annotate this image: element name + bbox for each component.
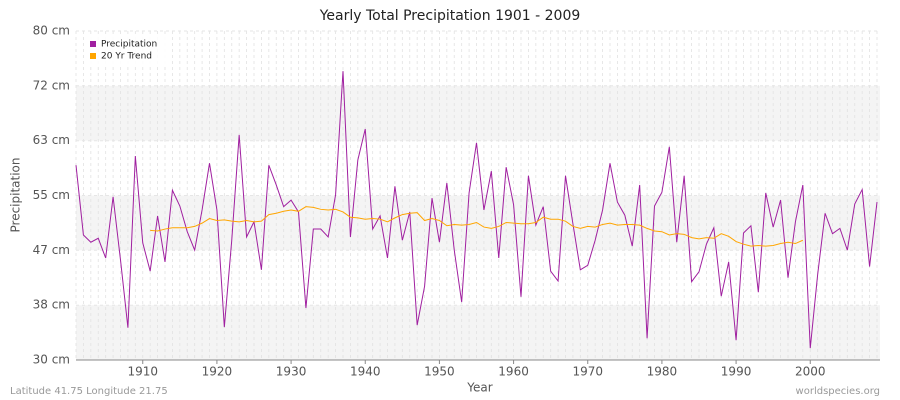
y-tick-label: 47 cm [33, 243, 70, 257]
x-tick-label: 1980 [647, 365, 678, 379]
x-axis-label: Year [466, 381, 492, 395]
grid-band [76, 85, 880, 141]
y-tick-label: 63 cm [33, 133, 70, 147]
legend-swatch [90, 53, 96, 59]
x-tick-label: 1910 [127, 365, 158, 379]
legend-label: Precipitation [101, 40, 157, 50]
y-tick-label: 72 cm [33, 78, 70, 92]
y-axis-label: Precipitation [9, 157, 23, 232]
y-tick-label: 38 cm [33, 298, 70, 312]
y-tick-label: 55 cm [33, 188, 70, 202]
legend-box [84, 35, 170, 65]
x-tick-label: 1990 [721, 365, 752, 379]
y-tick-label: 30 cm [33, 353, 70, 367]
x-tick-label: 1920 [202, 365, 233, 379]
footer-right: worldspecies.org [796, 386, 880, 397]
series-line [75, 71, 878, 349]
x-tick-label: 1930 [276, 365, 307, 379]
legend: Precipitation 20 Yr Trend [84, 35, 170, 65]
legend-label: 20 Yr Trend [101, 52, 152, 62]
legend-swatch [90, 41, 96, 47]
x-tick-label: 1950 [424, 365, 455, 379]
x-tick-label: 2000 [795, 365, 826, 379]
y-tick-label: 80 cm [33, 24, 70, 38]
x-tick-label: 1940 [350, 365, 381, 379]
chart-title: Yearly Total Precipitation 1901 - 2009 [319, 8, 581, 24]
grid-band [76, 305, 880, 360]
series-line [150, 206, 804, 247]
x-tick-label: 1970 [572, 365, 603, 379]
footer-left: Latitude 41.75 Longitude 21.75 [10, 386, 168, 397]
x-tick-label: 1960 [498, 365, 529, 379]
